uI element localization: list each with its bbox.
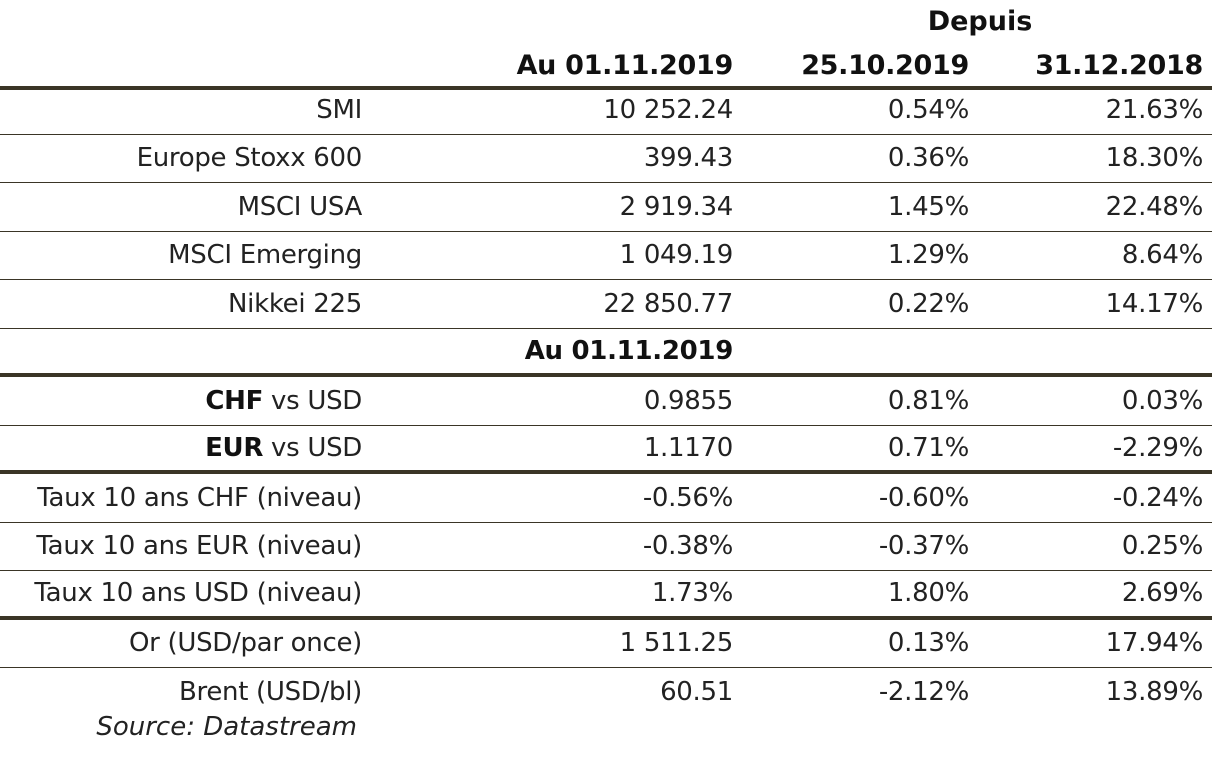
row-label: Taux 10 ans USD (niveau)	[34, 578, 362, 609]
currency-pair-rest: vs USD	[263, 385, 362, 416]
row-label: Nikkei 225	[228, 288, 362, 319]
table-row: Taux 10 ans USD (niveau) 1.73% 1.80% 2.6…	[0, 571, 1212, 620]
source-note: Source: Datastream	[96, 712, 357, 742]
table-row: Taux 10 ans EUR (niveau) -0.38% -0.37% 0…	[0, 523, 1212, 571]
row-label: EUR vs USD	[0, 426, 362, 471]
header-depuis: Depuis	[927, 6, 1033, 37]
row-ytd: 2.69%	[1121, 578, 1203, 609]
row-ytd: -2.29%	[1112, 432, 1203, 463]
row-ytd: 14.17%	[1105, 288, 1204, 319]
row-label: SMI	[316, 94, 362, 125]
row-ytd: 22.48%	[1105, 191, 1204, 222]
row-ytd: 8.64%	[1121, 240, 1203, 271]
row-week: -0.60%	[878, 482, 969, 513]
row-week: 1.80%	[887, 578, 969, 609]
table-row: Europe Stoxx 600 399.43 0.36% 18.30%	[0, 135, 1212, 183]
row-value: -0.38%	[642, 531, 733, 562]
header-col-date: Au 01.11.2019	[516, 49, 734, 81]
row-week: 0.13%	[887, 628, 969, 659]
subheader-row: Au 01.11.2019	[0, 329, 1212, 377]
row-ytd: 18.30%	[1105, 143, 1204, 174]
table-row: Nikkei 225 22 850.77 0.22% 14.17%	[0, 280, 1212, 329]
row-ytd: 21.63%	[1105, 94, 1204, 125]
row-week: 0.81%	[887, 385, 969, 416]
row-week: 1.45%	[887, 191, 969, 222]
row-ytd: 0.03%	[1121, 385, 1203, 416]
currency-code: CHF	[205, 385, 264, 416]
table-row: Taux 10 ans CHF (niveau) -0.56% -0.60% -…	[0, 474, 1212, 523]
row-ytd: -0.24%	[1112, 482, 1203, 513]
row-value: 1 049.19	[619, 240, 734, 271]
row-week: 0.54%	[887, 94, 969, 125]
row-label: MSCI Emerging	[168, 240, 362, 271]
row-value: 2 919.34	[619, 191, 734, 222]
row-value: 0.9855	[643, 385, 733, 416]
table-row: Or (USD/par once) 1 511.25 0.13% 17.94%	[0, 620, 1212, 668]
row-value: -0.56%	[642, 482, 733, 513]
row-week: -2.12%	[878, 677, 969, 708]
row-label: Brent (USD/bl)	[178, 677, 362, 708]
header-row: Au 01.11.2019 25.10.2019 31.12.2018	[0, 44, 1212, 90]
row-label: Or (USD/par once)	[129, 628, 362, 659]
table-body: SMI 10 252.24 0.54% 21.63% Europe Stoxx …	[0, 86, 1212, 717]
row-label: Taux 10 ans CHF (niveau)	[37, 482, 362, 513]
subheader-col-date: Au 01.11.2019	[524, 335, 734, 366]
table-row: MSCI Emerging 1 049.19 1.29% 8.64%	[0, 232, 1212, 280]
table-row: CHF vs USD 0.9855 0.81% 0.03%	[0, 377, 1212, 426]
header-col-ytd: 31.12.2018	[1035, 49, 1203, 81]
row-label: MSCI USA	[237, 191, 363, 222]
row-week: 0.36%	[887, 143, 969, 174]
row-value: 22 850.77	[603, 288, 733, 319]
header-col-week: 25.10.2019	[801, 49, 969, 81]
row-week: 0.71%	[887, 432, 969, 463]
row-ytd: 17.94%	[1105, 628, 1204, 659]
currency-pair-rest: vs USD	[263, 432, 362, 463]
table-row: SMI 10 252.24 0.54% 21.63%	[0, 86, 1212, 135]
header-group-row: Depuis	[0, 0, 1212, 44]
row-week: 0.22%	[887, 288, 969, 319]
row-value: 399.43	[643, 143, 733, 174]
row-value: 10 252.24	[603, 94, 733, 125]
row-label: CHF vs USD	[0, 377, 362, 425]
row-label: Taux 10 ans EUR (niveau)	[36, 531, 362, 562]
row-week: 1.29%	[887, 240, 969, 271]
row-week: -0.37%	[878, 531, 969, 562]
row-label: Europe Stoxx 600	[136, 143, 363, 174]
table-row: Brent (USD/bl) 60.51 -2.12% 13.89%	[0, 668, 1212, 717]
table-row: EUR vs USD 1.1170 0.71% -2.29%	[0, 426, 1212, 474]
row-value: 1 511.25	[619, 628, 734, 659]
row-ytd: 13.89%	[1105, 677, 1204, 708]
table-row: MSCI USA 2 919.34 1.45% 22.48%	[0, 183, 1212, 232]
row-ytd: 0.25%	[1121, 531, 1203, 562]
row-value: 60.51	[660, 677, 733, 708]
row-value: 1.73%	[651, 578, 733, 609]
row-value: 1.1170	[643, 432, 733, 463]
currency-code: EUR	[205, 432, 264, 463]
